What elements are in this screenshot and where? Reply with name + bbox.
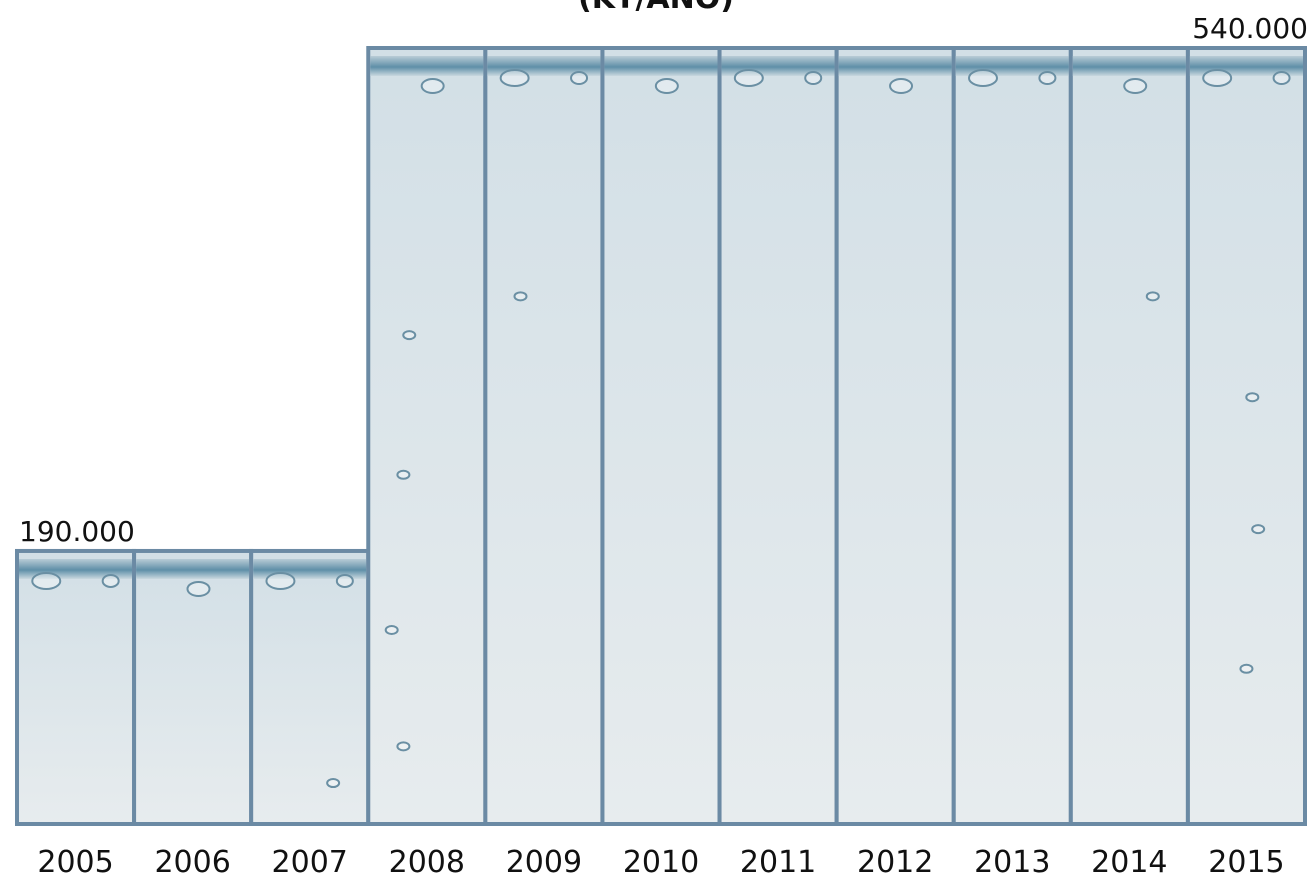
bar-surface-2010: [604, 56, 718, 76]
bar-surface-2012: [838, 56, 952, 76]
x-tick-label: 2015: [1208, 845, 1284, 880]
bar-2008: [366, 46, 488, 826]
bubble-icon: [1145, 291, 1160, 302]
x-tick-label: 2007: [272, 845, 348, 880]
x-tick-label: 2014: [1091, 845, 1167, 880]
bar-surface-2006: [136, 558, 250, 579]
bubble-icon: [1038, 71, 1057, 85]
x-tick-label: 2011: [740, 845, 816, 880]
data-label-2005: 190.000: [19, 515, 135, 548]
bar-surface-2008: [370, 56, 484, 76]
x-tick-label: 2008: [389, 845, 465, 880]
x-tick-label: 2013: [974, 845, 1050, 880]
bubble-icon: [335, 573, 354, 588]
bubble-icon: [1123, 78, 1148, 94]
bubble-icon: [570, 71, 589, 85]
bubble-icon: [513, 291, 528, 302]
bar-surface-2014: [1072, 56, 1186, 76]
bubble-icon: [1202, 69, 1233, 87]
chart-title: (KT/ANO): [578, 0, 734, 16]
bar-2007: [249, 548, 371, 826]
bubble-icon: [499, 69, 530, 87]
x-axis-labels: 2005 2006 2007 2008 2009 2010 2011 2012 2013 2014…: [37, 845, 1284, 880]
bubble-icon: [1239, 663, 1254, 674]
bubble-icon: [402, 330, 417, 341]
bar-2013: [951, 46, 1073, 826]
bubble-icon: [384, 625, 399, 635]
bubble-icon: [186, 580, 211, 597]
bubble-icon: [968, 69, 998, 87]
bubble-icon: [733, 69, 764, 87]
bubble-icon: [265, 571, 296, 590]
x-tick-label: 2005: [37, 845, 113, 880]
x-tick-label: 2006: [154, 845, 230, 880]
bubble-icon: [1245, 392, 1260, 403]
x-tick-label: 2010: [623, 845, 699, 880]
bubble-icon: [396, 469, 411, 480]
bar-2010: [600, 46, 722, 826]
bubble-icon: [1272, 71, 1291, 85]
bubble-icon: [326, 778, 341, 789]
bubble-icon: [1251, 524, 1266, 535]
bar-2012: [834, 46, 956, 826]
bubble-icon: [31, 571, 62, 590]
bar-2014: [1068, 46, 1190, 826]
bar-2005: [15, 548, 137, 826]
bubbles-decoration: [31, 69, 1291, 789]
bubble-icon: [804, 71, 823, 85]
bubble-icon: [654, 78, 679, 94]
bubble-icon: [101, 573, 120, 588]
bubble-icon: [889, 78, 914, 94]
data-label-2015: 540.000: [1192, 12, 1308, 45]
x-tick-label: 2009: [506, 845, 582, 880]
bubble-icon: [396, 741, 411, 752]
bar-2015: [1185, 46, 1307, 826]
bar-2009: [483, 46, 605, 826]
bar-2011: [717, 46, 839, 826]
bubble-icon: [420, 78, 445, 94]
data-labels: 190.000 540.000: [19, 12, 1308, 548]
x-tick-label: 2012: [857, 845, 933, 880]
bars-group: [15, 46, 1307, 826]
